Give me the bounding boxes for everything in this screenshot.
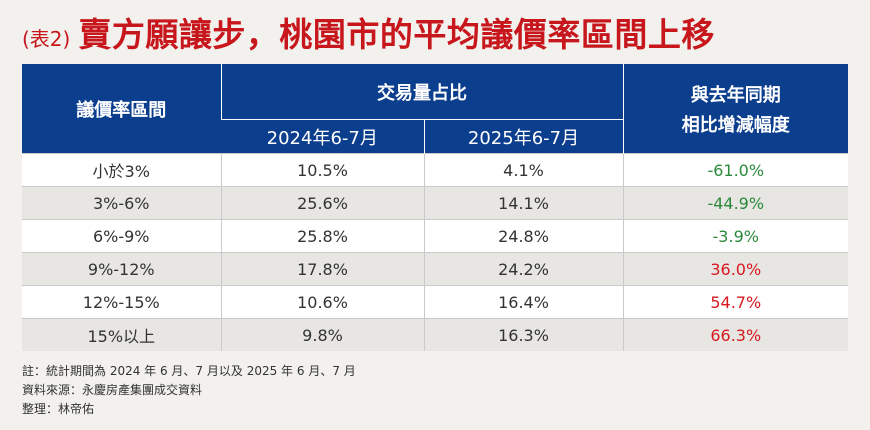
share-2024-cell: 9.8% (220, 318, 424, 351)
range-cell: 6%-9% (22, 219, 221, 253)
share-2024-cell: 10.6% (220, 285, 424, 319)
range-cell: 9%-12% (22, 252, 221, 286)
change-cell: 36.0% (622, 252, 848, 286)
table-row: 15%以上 9.8% 16.3% 66.3% (22, 318, 848, 351)
header-change-line2: 相比增減幅度 (681, 114, 790, 136)
table-number-tag: (表2) (22, 27, 71, 51)
share-2024-cell: 25.8% (220, 219, 424, 253)
page-title: (表2) 賣方願讓步，桃園市的平均議價率區間上移 (22, 8, 715, 58)
header-change: 與去年同期 相比增減幅度 (622, 64, 848, 154)
share-2025-cell: 16.4% (423, 285, 623, 319)
table-row: 6%-9% 25.8% 24.8% -3.9% (22, 219, 848, 253)
bargaining-rate-table: 議價率區間 交易量占比 與去年同期 相比增減幅度 2024年6-7月 2025年… (22, 64, 848, 351)
change-cell: 66.3% (622, 318, 848, 351)
share-2024-cell: 10.5% (220, 153, 424, 187)
header-2024: 2024年6-7月 (221, 119, 424, 154)
share-2025-cell: 14.1% (423, 186, 623, 220)
range-cell: 3%-6% (22, 186, 221, 220)
range-cell: 小於3% (22, 153, 221, 187)
table-row: 3%-6% 25.6% 14.1% -44.9% (22, 186, 848, 220)
table-row: 12%-15% 10.6% 16.4% 54.7% (22, 285, 848, 319)
range-cell: 12%-15% (22, 285, 221, 319)
share-2024-cell: 25.6% (220, 186, 424, 220)
data-source: 資料來源：永慶房產集團成交資料 (22, 383, 203, 397)
table-row: 小於3% 10.5% 4.1% -61.0% (22, 153, 848, 187)
share-2025-cell: 4.1% (423, 153, 623, 187)
share-2025-cell: 24.2% (423, 252, 623, 286)
footnotes: 註：統計期間為 2024 年 6 月、7 月以及 2025 年 6 月、7 月 … (22, 362, 356, 419)
header-trade-share: 交易量占比 (220, 64, 623, 120)
change-cell: 54.7% (622, 285, 848, 319)
change-cell: -44.9% (622, 186, 848, 220)
range-cell: 15%以上 (22, 318, 221, 351)
header-change-line1: 與去年同期 (690, 84, 781, 106)
header-2025: 2025年6-7月 (423, 119, 623, 154)
change-cell: -3.9% (622, 219, 848, 253)
table-row: 9%-12% 17.8% 24.2% 36.0% (22, 252, 848, 286)
share-2025-cell: 24.8% (423, 219, 623, 253)
share-2024-cell: 17.8% (220, 252, 424, 286)
header-range: 議價率區間 (22, 64, 221, 154)
period-note: 註：統計期間為 2024 年 6 月、7 月以及 2025 年 6 月、7 月 (22, 364, 356, 378)
title-text: 賣方願讓步，桃園市的平均議價率區間上移 (78, 15, 715, 54)
change-cell: -61.0% (622, 153, 848, 187)
editor-credit: 整理：林帝佑 (22, 402, 95, 416)
share-2025-cell: 16.3% (423, 318, 623, 351)
